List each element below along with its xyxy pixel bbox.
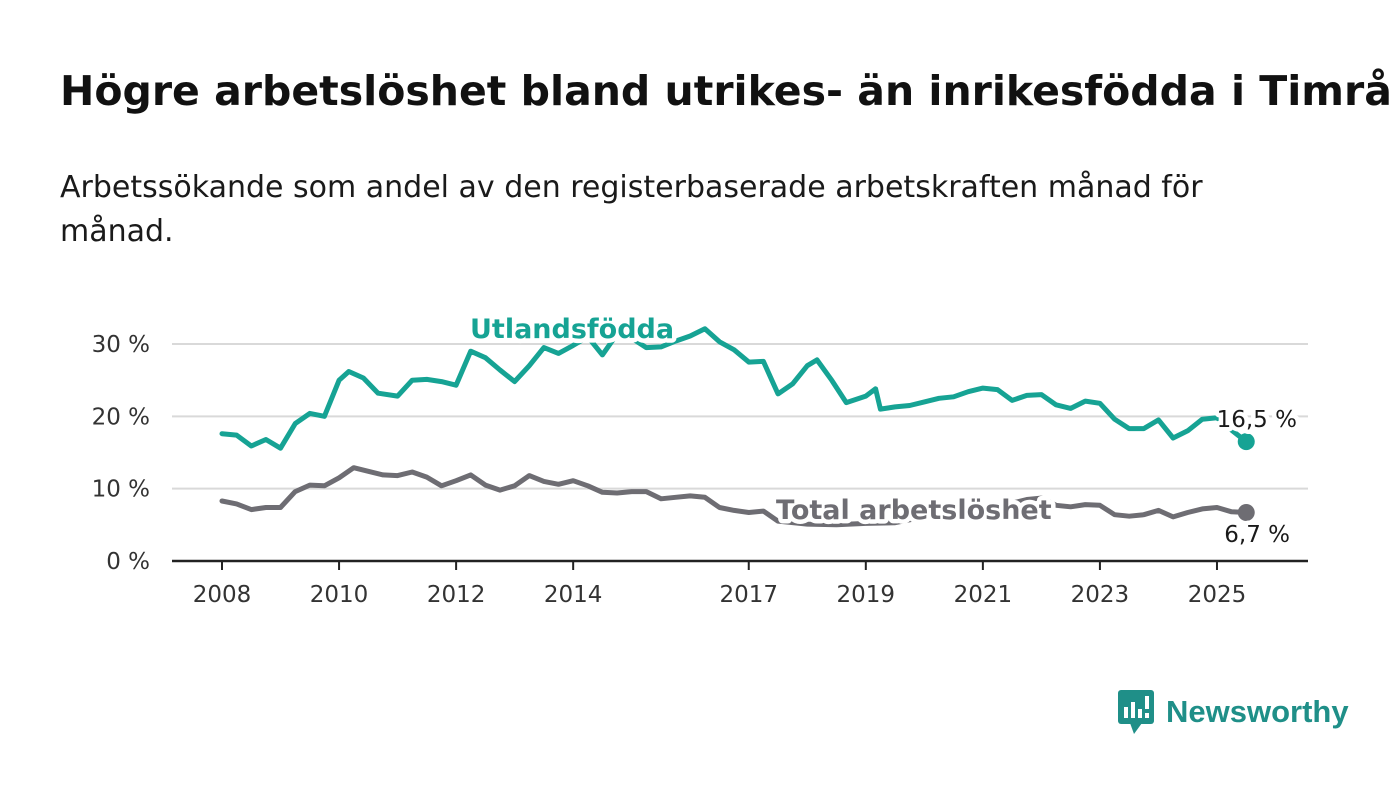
y-tick-label: 0 % <box>106 549 150 575</box>
x-tick-label: 2010 <box>310 582 369 608</box>
x-tick-label: 2014 <box>544 582 603 608</box>
series-label-total-halo: Total arbetslöshet <box>776 495 1052 526</box>
axes: 0 % 10 % 20 % 30 % 2008 2010 2012 2014 2017 2019 2… <box>92 332 1308 608</box>
x-tick-label: 2025 <box>1188 582 1247 608</box>
series-label-utlandsfodda: Utlandsfödda <box>470 314 674 345</box>
chart-title: Högre arbetslöshet bland utrikes- än inr… <box>60 67 1392 115</box>
y-tick-label: 10 % <box>92 477 150 503</box>
y-tick-label: 30 % <box>92 332 150 358</box>
series-line-utlandsfodda <box>219 326 1249 451</box>
series-label-utlandsfodda-halo: Utlandsfödda <box>470 314 674 345</box>
brand-name: Newsworthy <box>1166 694 1349 729</box>
end-value-label-utlandsfodda: 16,5 % <box>1217 407 1297 433</box>
end-value-label-utlandsfodda-halo: 16,5 % <box>1217 407 1297 433</box>
gridlines <box>172 343 1308 490</box>
end-point-total <box>1237 504 1255 522</box>
series-label-total: Total arbetslöshet <box>776 495 1052 526</box>
series-lines <box>219 326 1255 528</box>
x-tick-label: 2021 <box>954 582 1013 608</box>
bar-chart-speech-bubble-icon <box>1118 690 1154 734</box>
x-tick-label: 2012 <box>427 582 486 608</box>
x-tick-label: 2023 <box>1071 582 1130 608</box>
chart-subtitle: Arbetssökande som andel av den registerb… <box>60 170 1203 249</box>
x-tick-label: 2019 <box>837 582 896 608</box>
end-point-utlandsfodda <box>1237 433 1255 451</box>
newsworthy-logo: Newsworthy <box>1118 686 1349 738</box>
y-tick-label: 20 % <box>92 404 150 430</box>
end-value-label-total: 6,7 % <box>1224 522 1290 548</box>
series-line-total <box>219 465 1249 528</box>
end-value-label-total-halo: 6,7 % <box>1224 522 1290 548</box>
x-tick-label: 2008 <box>193 582 252 608</box>
x-tick-label: 2017 <box>719 582 778 608</box>
